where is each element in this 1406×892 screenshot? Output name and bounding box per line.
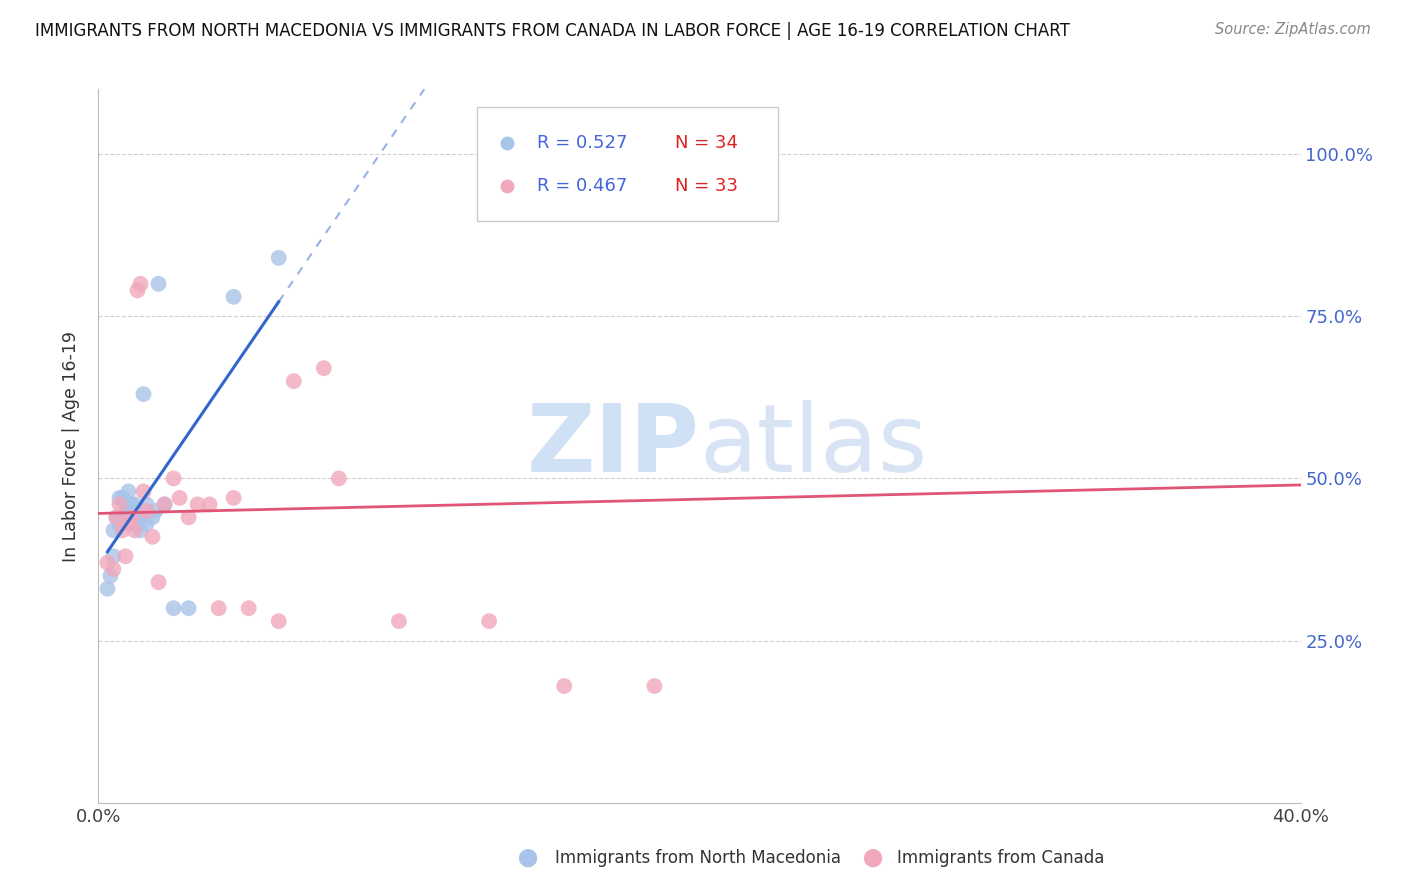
Point <box>553 679 575 693</box>
Point <box>132 484 155 499</box>
Text: ⬤: ⬤ <box>862 848 882 867</box>
Point <box>141 530 163 544</box>
Point <box>328 471 350 485</box>
Point <box>100 568 122 582</box>
Point <box>132 387 155 401</box>
Point <box>114 549 136 564</box>
Point <box>124 516 146 531</box>
Point <box>124 524 146 538</box>
Point <box>127 283 149 297</box>
Point <box>105 510 128 524</box>
Point <box>129 524 152 538</box>
Point <box>169 491 191 505</box>
Point <box>114 510 136 524</box>
Point <box>748 134 770 148</box>
Point <box>108 497 131 511</box>
Point <box>111 524 134 538</box>
Point <box>121 510 143 524</box>
Point <box>114 497 136 511</box>
Text: ⬤: ⬤ <box>517 848 537 867</box>
Point <box>121 497 143 511</box>
Point <box>135 516 157 531</box>
Point <box>108 516 131 531</box>
Point <box>222 491 245 505</box>
Point <box>208 601 231 615</box>
Point <box>267 614 290 628</box>
Point <box>153 497 176 511</box>
Point <box>162 471 184 485</box>
Point <box>162 601 184 615</box>
Point <box>478 614 501 628</box>
Point <box>96 582 118 596</box>
Point <box>177 510 200 524</box>
Point <box>129 510 152 524</box>
Point <box>103 524 125 538</box>
Point <box>153 497 176 511</box>
Text: IMMIGRANTS FROM NORTH MACEDONIA VS IMMIGRANTS FROM CANADA IN LABOR FORCE | AGE 1: IMMIGRANTS FROM NORTH MACEDONIA VS IMMIG… <box>35 22 1070 40</box>
Text: ZIP: ZIP <box>527 400 700 492</box>
Point <box>111 491 134 505</box>
Point <box>148 277 170 291</box>
Point <box>124 497 146 511</box>
Point <box>145 504 167 518</box>
Point <box>117 484 139 499</box>
Point <box>117 504 139 518</box>
Point <box>312 361 335 376</box>
Point <box>187 497 209 511</box>
Point <box>108 491 131 505</box>
Point <box>127 510 149 524</box>
Point <box>117 516 139 531</box>
Point <box>177 601 200 615</box>
Point <box>124 510 146 524</box>
Point <box>141 510 163 524</box>
Text: atlas: atlas <box>700 400 928 492</box>
Point <box>96 556 118 570</box>
Text: R = 0.527: R = 0.527 <box>537 134 627 152</box>
Y-axis label: In Labor Force | Age 16-19: In Labor Force | Age 16-19 <box>62 331 80 561</box>
Point <box>135 497 157 511</box>
Point <box>121 510 143 524</box>
Point <box>643 679 665 693</box>
Point <box>198 497 221 511</box>
FancyBboxPatch shape <box>477 107 778 221</box>
Point <box>103 562 125 576</box>
Point <box>135 504 157 518</box>
Point <box>127 516 149 531</box>
Point <box>267 251 290 265</box>
Point <box>388 614 411 628</box>
Point <box>103 549 125 564</box>
Point <box>105 510 128 524</box>
Point <box>238 601 260 615</box>
Point <box>111 510 134 524</box>
Text: Source: ZipAtlas.com: Source: ZipAtlas.com <box>1215 22 1371 37</box>
Point <box>129 277 152 291</box>
Point <box>117 516 139 531</box>
Text: R = 0.467: R = 0.467 <box>537 177 627 194</box>
Text: Immigrants from Canada: Immigrants from Canada <box>897 849 1104 867</box>
Point <box>222 290 245 304</box>
Point <box>148 575 170 590</box>
Text: N = 34: N = 34 <box>675 134 738 152</box>
Text: N = 33: N = 33 <box>675 177 738 194</box>
Text: Immigrants from North Macedonia: Immigrants from North Macedonia <box>555 849 841 867</box>
Point <box>283 374 305 388</box>
